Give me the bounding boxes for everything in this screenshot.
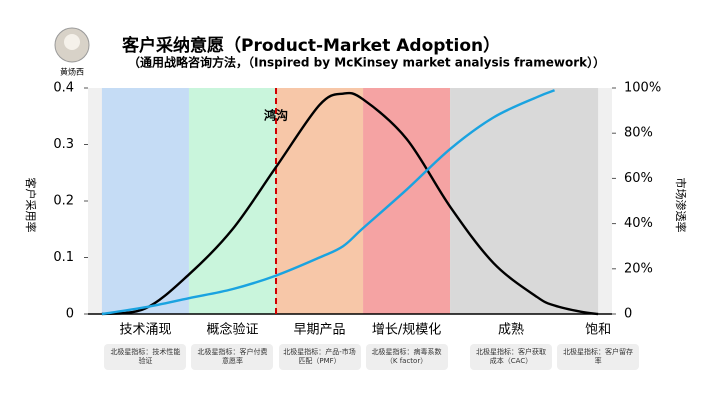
metric-note: 北极星指标：客户获取成本（CAC） [470, 344, 553, 370]
metric-note: 北极星指标：技术性能验证 [104, 344, 187, 370]
chart-subtitle: （通用战略咨询方法，（Inspired by McKinsey market a… [128, 55, 605, 70]
x-tick-label: 早期产品 [294, 323, 346, 338]
y2-tick-label: 20% [624, 261, 653, 276]
avatar-face [64, 34, 80, 50]
stage-band [363, 88, 451, 314]
y2-axis-label: 市场渗透率 [674, 178, 688, 233]
y2-tick-label: 40% [624, 216, 653, 231]
y2-tick-label: 80% [624, 126, 653, 141]
y-tick-label: 0.1 [53, 250, 74, 265]
metric-note: 北极星指标：客户付费意愿率 [191, 344, 274, 370]
x-tick-label: 饱和 [585, 323, 611, 338]
stage-band [276, 88, 364, 314]
chart-title: 客户采纳意愿（Product-Market Adoption） [121, 35, 500, 56]
x-tick-label: 成熟 [498, 322, 524, 338]
chasm-label: 鸿沟 [264, 108, 288, 123]
metric-note: 北极星指标：产品-市场匹配（PMF） [278, 344, 361, 370]
stage-band [101, 88, 189, 314]
stage-band [188, 88, 277, 314]
metric-note: 北极星指标：客户留存率 [557, 344, 640, 370]
y-tick-label: 0 [66, 307, 74, 322]
stage-band [450, 88, 599, 314]
y-tick-label: 0.4 [53, 81, 74, 96]
series-line [101, 91, 599, 316]
y-axis-label: 客户采用率 [24, 178, 38, 233]
y-tick-label: 0.3 [53, 137, 74, 152]
y2-tick-label: 60% [624, 171, 653, 186]
y-tick-label: 0.2 [53, 194, 74, 209]
y2-tick-label: 100% [624, 81, 661, 96]
x-tick-label: 增长/规模化 [372, 323, 441, 338]
author: 黄炀西 [60, 67, 84, 77]
series-line [101, 89, 555, 316]
x-tick-label: 技术涌现 [119, 323, 171, 338]
y2-tick-label: 0 [624, 307, 632, 322]
x-tick-label: 概念验证 [206, 322, 258, 338]
metric-note: 北极星指标：病毒系数（K factor） [365, 344, 448, 370]
